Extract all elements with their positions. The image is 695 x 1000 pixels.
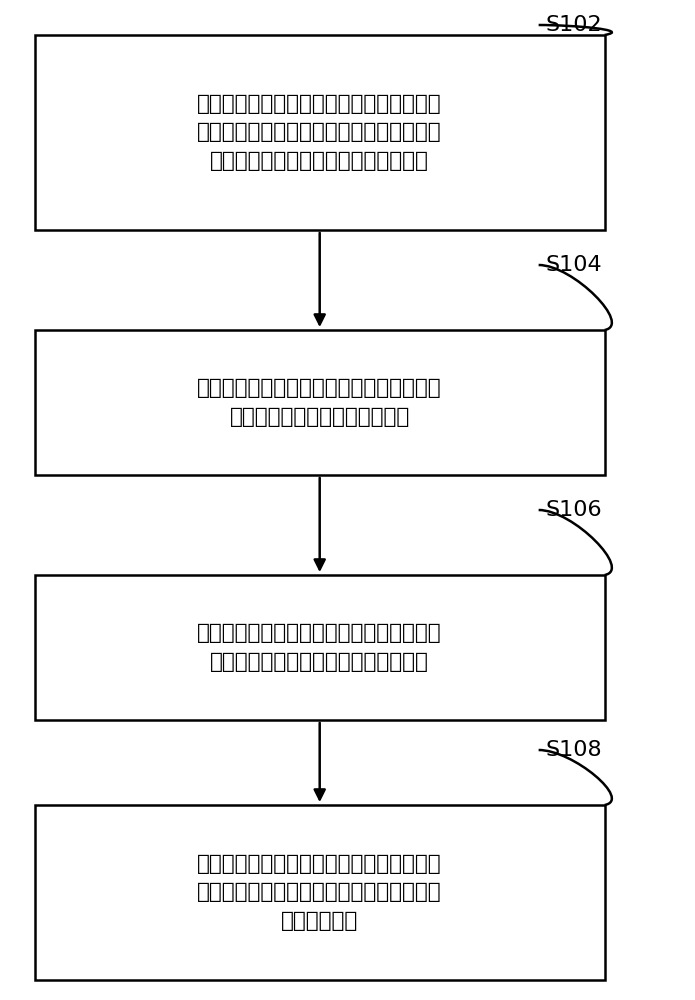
Text: 拦截传感器休眠指令，获取拦截得到的传感
器休眠指令对应的目标设备标识: 拦截传感器休眠指令，获取拦截得到的传感 器休眠指令对应的目标设备标识 [197, 378, 442, 427]
Bar [35, 805, 605, 980]
Bar [35, 35, 605, 230]
Bar [35, 575, 605, 720]
Text: S108: S108 [546, 740, 602, 760]
Text: 获取所述目标设备标识对应的传感器，通过
预设的接口函数将与所述目标设备标识对应
的传感器关闭: 获取所述目标设备标识对应的传感器，通过 预设的接口函数将与所述目标设备标识对应 … [197, 854, 442, 931]
Text: 在缓存中查找所述目标设备标识对应的状态
信息，将查找到的状态信息设置为休眠: 在缓存中查找所述目标设备标识对应的状态 信息，将查找到的状态信息设置为休眠 [197, 623, 442, 672]
Text: S106: S106 [546, 500, 602, 520]
Text: S102: S102 [546, 15, 602, 35]
Text: S104: S104 [546, 255, 602, 275]
Text: 遍历传感器集线器上的各个传感器控制电路
上的传感器，获取遍历到的传感器的设备标
识和与设备标识对应的状态信息并缓存: 遍历传感器集线器上的各个传感器控制电路 上的传感器，获取遍历到的传感器的设备标 … [197, 94, 442, 171]
Bar [35, 330, 605, 475]
